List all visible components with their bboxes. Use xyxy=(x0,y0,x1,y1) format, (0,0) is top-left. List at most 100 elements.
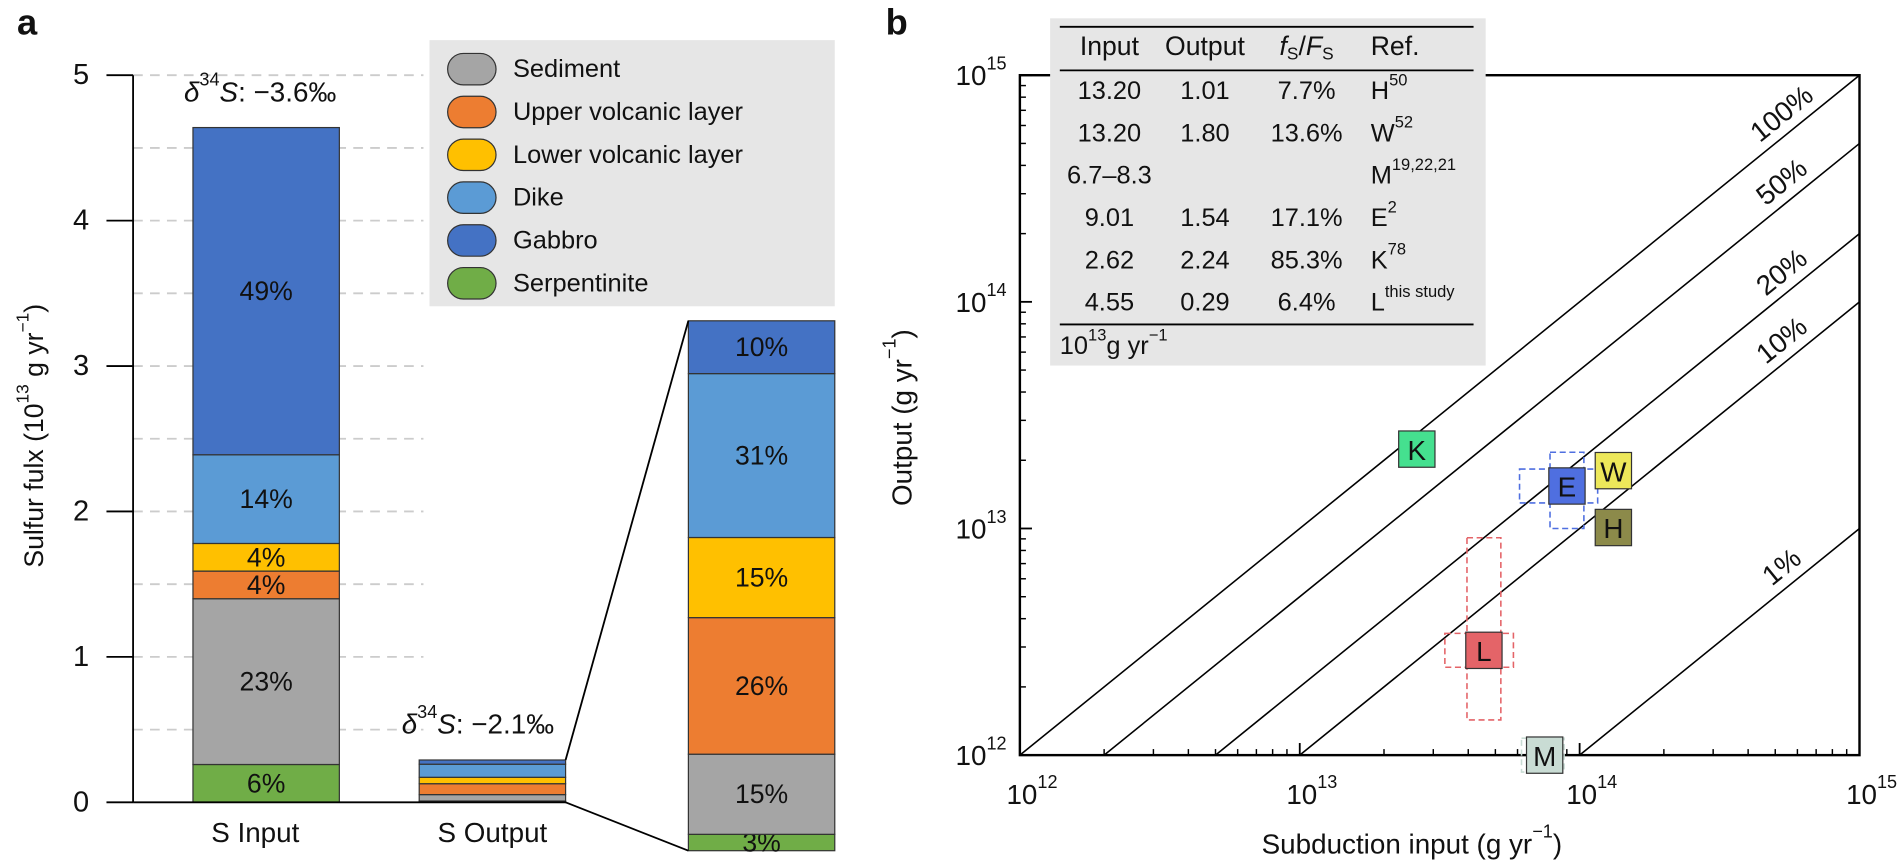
text-part: 10 xyxy=(1286,778,1317,809)
text-part: f xyxy=(1280,31,1290,61)
annotation: δ34S: −3.6‰ xyxy=(184,70,337,107)
zoom-segment xyxy=(687,753,836,835)
text-part: 13 xyxy=(13,384,33,403)
zoom-segment xyxy=(687,373,836,539)
table-cell: Lthis study xyxy=(1371,283,1456,317)
table-cell: 1.80 xyxy=(1180,119,1229,147)
text-part: Sulfur fulx (10 xyxy=(19,403,49,567)
legend-label: Lower volcanic layer xyxy=(513,141,744,169)
x-tick-label: 1015 xyxy=(1846,772,1897,809)
text-part: 10 xyxy=(1566,778,1597,809)
text-part: δ xyxy=(402,708,418,739)
table-cell: 17.1% xyxy=(1271,204,1343,232)
point xyxy=(1548,467,1586,505)
text-part: : −2.1‰ xyxy=(456,708,554,739)
bar-segment xyxy=(418,793,567,802)
table-cell: 1.01 xyxy=(1180,77,1229,105)
text-part: −1 xyxy=(1532,822,1553,842)
y-axis-label: Output (g yr−1) xyxy=(880,329,917,506)
table-cell: 2.24 xyxy=(1180,246,1229,274)
table-box xyxy=(1050,18,1486,366)
text-part: −1 xyxy=(1149,327,1168,345)
ratio-line xyxy=(1299,301,1860,756)
text-part: 10 xyxy=(1060,332,1088,360)
ratio-label: 20% xyxy=(1750,242,1813,301)
table-header: Ref. xyxy=(1371,31,1420,61)
zoom-segment xyxy=(687,320,836,375)
table-cell: 0.29 xyxy=(1180,289,1229,317)
annotation: δ34S: −2.1‰ xyxy=(402,702,555,739)
text-part: −1 xyxy=(880,338,900,359)
ratio-line xyxy=(1103,142,1860,756)
text-part: 15 xyxy=(1877,772,1897,792)
legend-swatch xyxy=(447,181,497,214)
x-tick-label: S Input xyxy=(211,817,299,848)
ratio-label: 10% xyxy=(1750,311,1813,370)
point-label: K xyxy=(1408,435,1427,466)
text-part: 13 xyxy=(1088,327,1106,345)
x-tick-label: 1013 xyxy=(1286,772,1337,809)
text-part: Subduction input (g yr xyxy=(1262,828,1533,859)
bar-label: 31% xyxy=(735,441,788,471)
y-tick-label: 0 xyxy=(73,786,89,818)
table-cell: H50 xyxy=(1371,71,1408,105)
text-part: S xyxy=(220,76,239,107)
legend-swatch xyxy=(447,95,497,129)
legend-swatch xyxy=(447,266,497,300)
bar-segment xyxy=(418,776,567,785)
legend-swatch xyxy=(447,52,497,86)
text-part: Output (g yr xyxy=(886,359,917,506)
bar-label: 10% xyxy=(735,332,788,362)
y-tick-label: 1013 xyxy=(956,507,1007,544)
y-tick-label: 1015 xyxy=(956,54,1007,91)
ratio-line xyxy=(1579,527,1860,756)
table-cell: 9.01 xyxy=(1085,204,1134,232)
bar-label: 49% xyxy=(240,276,293,306)
table-cell: M19,22,21 xyxy=(1371,156,1456,190)
text-part: 15 xyxy=(986,54,1006,74)
point xyxy=(1398,430,1436,468)
text-part: 12 xyxy=(986,733,1006,753)
text-part: K xyxy=(1371,246,1388,274)
y-tick-label: 1 xyxy=(73,641,89,673)
text-part: / xyxy=(1298,31,1306,61)
legend-label: Upper volcanic layer xyxy=(513,98,744,126)
point-label: L xyxy=(1476,636,1491,667)
text-part: S xyxy=(1287,44,1299,64)
point xyxy=(1594,451,1633,490)
legend-box xyxy=(429,40,835,307)
text-part: 34 xyxy=(199,70,219,90)
table-header: Input xyxy=(1080,31,1140,61)
text-part: 13 xyxy=(1317,772,1337,792)
table-footer: 1013g yr−1 xyxy=(1060,327,1168,361)
text-part: 10 xyxy=(1006,778,1037,809)
legend-label: Gabbro xyxy=(513,226,598,254)
text-part: g yr xyxy=(1106,332,1149,360)
point-label: W xyxy=(1600,456,1627,487)
bar-segment xyxy=(418,763,567,778)
text-part: 10 xyxy=(956,60,987,91)
table-header: Output xyxy=(1165,31,1245,61)
table-cell: K78 xyxy=(1371,241,1406,275)
y-tick-label: 1014 xyxy=(956,280,1007,317)
zoom-connector xyxy=(565,801,689,852)
ratio-line xyxy=(1019,74,1860,756)
text-part: M xyxy=(1371,162,1392,190)
text-part: 2 xyxy=(1388,198,1397,216)
table-cell: 85.3% xyxy=(1271,246,1343,274)
text-part: 14 xyxy=(1597,772,1617,792)
point-label: M xyxy=(1533,741,1556,772)
bar-label: 4% xyxy=(247,542,285,572)
text-part: 12 xyxy=(1037,772,1057,792)
bar-segment xyxy=(418,759,567,765)
text-part: ) xyxy=(19,304,49,313)
text-part: L xyxy=(1371,289,1385,317)
zoom-connector xyxy=(564,320,690,761)
text-part: 10 xyxy=(956,286,987,317)
ratio-line xyxy=(1215,233,1860,756)
y-tick-label: 2 xyxy=(73,495,89,527)
table-cell: 6.4% xyxy=(1278,289,1336,317)
text-part: 19,22,21 xyxy=(1392,156,1456,174)
